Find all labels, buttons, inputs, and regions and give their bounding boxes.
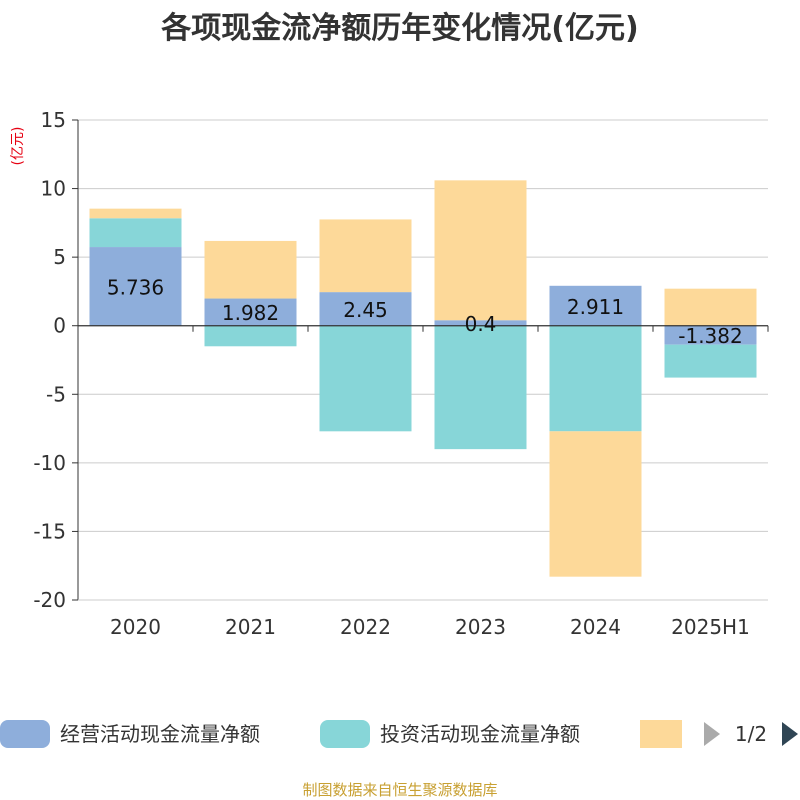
legend-swatch-operating bbox=[0, 720, 50, 748]
axes: 15 10 5 0 -5 -10 -15 -20 2020 2021 2022 2023 2024 202… bbox=[33, 108, 769, 639]
x-tick-label: 2020 bbox=[110, 615, 161, 639]
bar-segment bbox=[89, 247, 182, 326]
legend-prev-page-icon[interactable] bbox=[704, 722, 720, 746]
bar-segment bbox=[549, 431, 642, 577]
data-label: -1.382 bbox=[678, 324, 742, 348]
x-tick-label: 2025H1 bbox=[671, 615, 750, 639]
legend-item-operating[interactable]: 经营活动现金流量净额 bbox=[0, 720, 260, 748]
data-label: 2.911 bbox=[567, 295, 624, 319]
bar-segment bbox=[549, 285, 642, 326]
bar-segment bbox=[204, 325, 297, 347]
y-axis-unit: (亿元) bbox=[10, 127, 26, 166]
legend-page-indicator: 1/2 bbox=[735, 722, 767, 746]
data-label: 0.4 bbox=[465, 312, 497, 336]
legend-label-operating: 经营活动现金流量净额 bbox=[60, 722, 260, 746]
data-label: 1.982 bbox=[222, 301, 279, 325]
bar-segment bbox=[89, 218, 182, 248]
legend-label-investing: 投资活动现金流量净额 bbox=[380, 722, 580, 746]
y-tick-label: -5 bbox=[46, 382, 66, 406]
bar-segment bbox=[89, 208, 182, 219]
bar-segment bbox=[204, 240, 297, 299]
y-tick-label: -20 bbox=[33, 588, 66, 612]
legend: 经营活动现金流量净额 投资活动现金流量净额 1/2 bbox=[0, 720, 798, 748]
bar-segment bbox=[434, 320, 527, 326]
bar-segment bbox=[204, 298, 297, 326]
y-tick-label: 0 bbox=[53, 314, 66, 338]
x-tick-label: 2021 bbox=[225, 615, 276, 639]
y-tick-label: 15 bbox=[41, 108, 66, 132]
data-labels: 5.736 1.982 2.45 0.4 2.911 -1.382 bbox=[107, 275, 743, 348]
data-label: 2.45 bbox=[343, 298, 388, 322]
x-tick-label: 2022 bbox=[340, 615, 391, 639]
x-tick-label: 2023 bbox=[455, 615, 506, 639]
data-source-note: 制图数据来自恒生聚源数据库 bbox=[302, 781, 497, 799]
bar-segment bbox=[549, 325, 642, 432]
chart-title: 各项现金流净额历年变化情况(亿元) bbox=[160, 11, 638, 46]
bar-segment bbox=[664, 325, 757, 345]
bar-segment bbox=[434, 180, 527, 321]
y-tick-label: 10 bbox=[41, 177, 66, 201]
y-tick-label: -10 bbox=[33, 451, 66, 475]
legend-swatch-investing bbox=[320, 720, 370, 748]
bar-segment bbox=[434, 325, 527, 450]
bar-segment bbox=[319, 219, 412, 293]
bars bbox=[89, 180, 757, 577]
legend-swatch-third bbox=[640, 720, 682, 748]
x-tick-label: 2024 bbox=[570, 615, 621, 639]
bar-segment bbox=[664, 344, 757, 378]
legend-item-third[interactable] bbox=[640, 720, 682, 748]
bar-segment bbox=[319, 292, 412, 326]
legend-item-investing[interactable]: 投资活动现金流量净额 bbox=[320, 720, 580, 748]
y-tick-label: 5 bbox=[53, 245, 66, 269]
y-tick-label: -15 bbox=[33, 519, 66, 543]
legend-next-page-icon[interactable] bbox=[782, 722, 798, 746]
data-label: 5.736 bbox=[107, 275, 164, 299]
bar-segment bbox=[664, 288, 757, 326]
bar-segment bbox=[319, 325, 412, 432]
